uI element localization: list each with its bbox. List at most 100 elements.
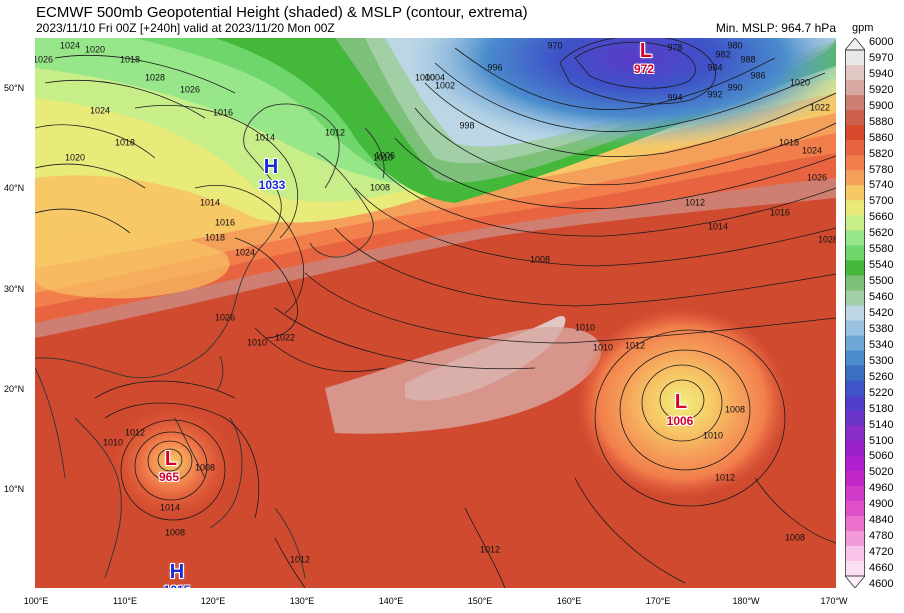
isobar-label: 984: [707, 62, 723, 73]
colorbar-level-label: 5340: [869, 338, 894, 351]
colorbar-level-label: 5420: [869, 307, 894, 319]
colorbar-level-label: 5900: [869, 99, 894, 112]
colorbar-swatch: [845, 65, 865, 81]
isobar-label: 1002: [434, 80, 456, 91]
colorbar-level-label: 5380: [869, 322, 894, 335]
colorbar-swatch: [845, 170, 865, 186]
lon-label-110e: 110°E: [113, 596, 137, 606]
isobar-label: 1008: [194, 462, 216, 473]
isobar-label: 1026: [806, 172, 828, 183]
colorbar-level-label: 5460: [869, 291, 894, 304]
isobar-label: 1018: [119, 54, 141, 65]
isobar-label: 1012: [124, 427, 146, 438]
colorbar-level-label: 5140: [869, 418, 894, 431]
lon-label-100e: 100°E: [23, 596, 49, 606]
colorbar-level-label: 5920: [869, 83, 894, 96]
high-pressure-value: 1033: [258, 178, 286, 192]
colorbar-swatch: [845, 155, 865, 171]
isobar-label: 1028: [817, 234, 836, 245]
colorbar-swatch: [845, 50, 865, 66]
isobar-label: 1012: [289, 554, 311, 565]
colorbar-swatch: [845, 260, 865, 276]
isobar-label: 1012: [714, 472, 736, 483]
isobar-label: 1026: [179, 84, 201, 95]
map-subtitle: 2023/11/10 Fri 00Z [+240h] valid at 2023…: [36, 21, 335, 35]
colorbar-swatch: [845, 485, 865, 502]
isobar-label: 1010: [574, 322, 596, 333]
colorbar-level-label: 5100: [869, 434, 894, 447]
geopotential-shading: [35, 38, 836, 588]
lon-label-150e: 150°E: [467, 596, 493, 606]
isobar-label: 1010: [246, 337, 268, 348]
colorbar-level-label: 5860: [869, 131, 894, 144]
isobar-label: 1008: [529, 254, 551, 265]
low-pressure-value: 1006: [666, 414, 694, 428]
map-title: ECMWF 500mb Geopotential Height (shaded)…: [36, 4, 528, 21]
lat-label-30n: 30°N: [4, 284, 25, 294]
colorbar-swatch: [845, 215, 865, 231]
isobar-label: 1024: [234, 247, 256, 258]
colorbar-swatch: [845, 395, 865, 412]
map-panel: L 972 H 1033 L 1006 L 965 H 1015 1024102…: [35, 38, 836, 588]
isobar-label: 1012: [684, 197, 706, 208]
isobar-label: 1006: [374, 150, 396, 161]
isobar-label: 994: [667, 92, 683, 103]
isobar-label: 1008: [164, 527, 186, 538]
isobar-label: 1008: [369, 182, 391, 193]
colorbar-level-label: 4600: [869, 578, 894, 590]
lat-label-50n: 50°N: [4, 83, 25, 93]
colorbar-level-label: 5700: [869, 195, 894, 208]
colorbar-swatch: [845, 230, 865, 246]
colorbar-level-label: 5970: [869, 51, 894, 64]
isobar-label: 1016: [212, 107, 234, 118]
colorbar-swatch: [845, 380, 865, 397]
isobar-label: 1000: [414, 72, 436, 83]
isobar-label: 1010: [592, 342, 614, 353]
lon-label-140e: 140°E: [378, 596, 404, 606]
colorbar-swatch: [845, 80, 865, 96]
colorbar-level-label: 5300: [869, 354, 894, 367]
lat-label-10n: 10°N: [4, 484, 25, 494]
colorbar-swatch: [845, 515, 865, 532]
lat-label-20n: 20°N: [4, 384, 25, 394]
high-pressure-value: 1015: [164, 584, 191, 589]
colorbar-swatch: [845, 410, 865, 427]
isobar-label: 1012: [479, 544, 501, 555]
colorbar-level-label: 5820: [869, 147, 894, 160]
colorbar-swatch: [845, 110, 865, 126]
colorbar-level-label: 4960: [869, 482, 894, 495]
isobar-label: 1018: [114, 137, 136, 148]
isobar-label: 1008: [724, 404, 746, 415]
isobar-label: 1010: [102, 437, 124, 448]
isobar-label: 980: [727, 40, 743, 51]
isobar-label: 1022: [809, 102, 831, 113]
colorbar-swatch: [845, 545, 865, 562]
isobar-label: 1026: [35, 54, 54, 65]
mslp-isobars: [35, 38, 836, 588]
colorbar-level-label: 5780: [869, 163, 894, 176]
isobar-label: 1024: [59, 40, 81, 51]
isobar-label: 1018: [778, 137, 800, 148]
colorbar-level-label: 5880: [869, 115, 894, 128]
colorbar-swatch: [845, 530, 865, 547]
colorbar-swatch: [845, 350, 865, 367]
isobar-label: 992: [707, 89, 723, 100]
colorbar-swatch: [845, 560, 865, 577]
colorbar-units: gpm: [852, 22, 874, 34]
isobar-label: 1004: [424, 72, 446, 83]
low-pressure-value: 972: [633, 62, 655, 76]
isobar-label: 978: [667, 42, 683, 53]
isobar-label: 1014: [707, 221, 729, 232]
colorbar-level-label: 4720: [869, 546, 894, 559]
colorbar-swatch: [845, 320, 865, 337]
isobar-label: 1020: [64, 152, 86, 163]
isobar-label: 970: [547, 40, 563, 51]
isobar-label: 1012: [624, 340, 646, 351]
colorbar-swatch: [845, 185, 865, 201]
high-pressure-symbol: H: [263, 156, 279, 178]
colorbar-swatch: [845, 425, 865, 442]
colorbar-swatch: [845, 305, 865, 322]
colorbar-level-label: 4900: [869, 498, 894, 511]
isobar-label: 1010: [372, 152, 394, 163]
isobar-label: 982: [715, 49, 731, 60]
